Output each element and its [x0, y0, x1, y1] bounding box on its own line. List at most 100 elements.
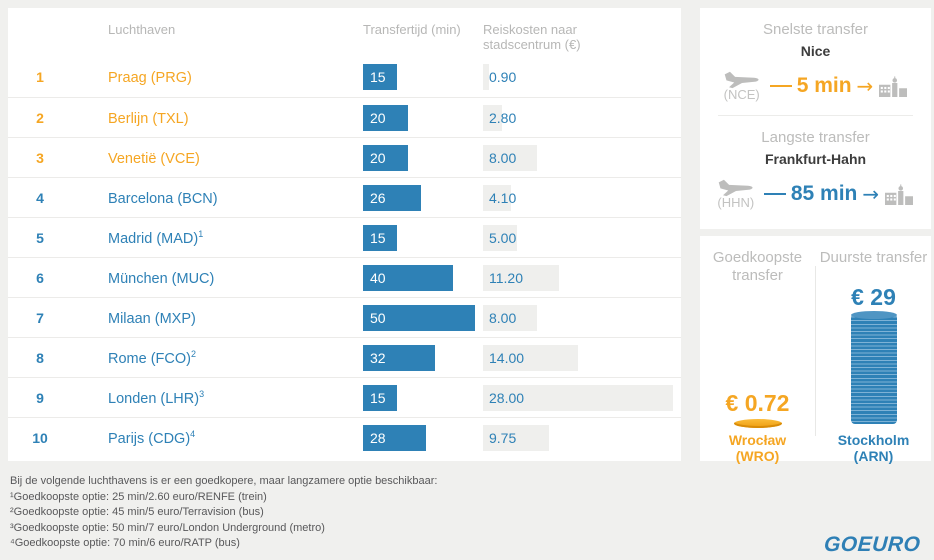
- rank-number: 2: [36, 109, 44, 126]
- transfer-time-bar: 20: [363, 104, 408, 131]
- cost-bar: [483, 344, 578, 371]
- footnote-3: ³Goedkoopste optie: 50 min/7 euro/London…: [10, 521, 325, 534]
- transfer-time-value: 20: [370, 149, 386, 166]
- cost-bar: [483, 104, 502, 131]
- transfer-time-value: 20: [370, 109, 386, 126]
- rank-number: 5: [36, 229, 44, 246]
- transfer-time-cell: 50: [363, 304, 483, 331]
- right-arrow-icon: →: [862, 182, 880, 206]
- cheapest-city-name: Wrocław: [728, 432, 787, 448]
- footnote-2: ²Goedkoopste optie: 45 min/5 euro/Terrav…: [10, 506, 264, 518]
- most-expensive-city: Stockholm (ARN): [816, 432, 931, 464]
- cost-value: 28.00: [489, 389, 525, 406]
- cost-cell: 8.00: [483, 144, 681, 171]
- transfer-time-bar: 15: [363, 384, 397, 411]
- transfer-time-value: 15: [370, 229, 386, 246]
- airport-name: Barcelona (BCN): [108, 190, 218, 207]
- transfer-time-bar: 26: [363, 184, 421, 211]
- most-expensive-city-code: (ARN): [853, 448, 894, 464]
- cost-value: 14.00: [489, 349, 525, 366]
- transfer-time-bar: 15: [363, 64, 397, 90]
- fastest-transfer-title: Snelste transfer: [762, 21, 869, 38]
- cost-value: 8.00: [489, 149, 517, 166]
- transfer-time-cell: 20: [363, 144, 483, 171]
- cost-cell: 0.90: [483, 64, 681, 90]
- airport-transfer-table: Luchthaven Transfertijd (min) Reiskosten…: [8, 8, 681, 461]
- transfer-time-bar: 28: [363, 424, 426, 451]
- city-icon: [885, 183, 914, 205]
- cost-bar: [483, 184, 511, 211]
- transfer-time-cell: 15: [363, 224, 483, 251]
- airport-name: Milaan (MXP): [108, 310, 196, 327]
- fastest-transfer-route: (NCE) 5 min →: [700, 65, 931, 107]
- transfer-time-value: 50: [370, 309, 386, 326]
- cheapest-price: € 0.72: [725, 390, 790, 416]
- rank-number: 4: [36, 189, 44, 206]
- longest-transfer-minutes: 85 min: [790, 182, 858, 205]
- most-expensive-price: € 29: [851, 284, 896, 310]
- rank-number: 6: [36, 269, 44, 286]
- airport-name: Parijs (CDG)4: [108, 428, 196, 447]
- cheapest-transfer-section: Goedkoopste transfer € 0.72 Wrocław (WRO…: [700, 236, 815, 464]
- transfer-time-cell: 20: [363, 104, 483, 131]
- transfer-time-cell: 15: [363, 64, 483, 90]
- longest-transfer-section: Langste transfer Frankfurt-Hahn (HHN) 85…: [700, 116, 931, 215]
- most-expensive-transfer-title: Duurste transfer: [819, 249, 928, 266]
- transfer-time-value: 28: [370, 429, 386, 446]
- coin-stack-icon: [850, 311, 897, 424]
- cost-value: 9.75: [489, 429, 517, 446]
- footnotes: Bij de volgende luchthavens is er een go…: [10, 474, 437, 552]
- transfer-time-cell: 28: [363, 424, 483, 451]
- cost-value: 11.20: [489, 269, 523, 286]
- cost-cell: 9.75: [483, 424, 681, 451]
- table-row: 5 Madrid (MAD)1 15 5.00: [8, 217, 681, 257]
- cost-bar: [483, 224, 517, 251]
- cost-value: 2.80: [489, 109, 517, 126]
- most-expensive-transfer-section: Duurste transfer € 29 Stockholm (ARN): [816, 236, 931, 464]
- table-row: 2 Berlijn (TXL) 20 2.80: [8, 97, 681, 137]
- airport-name: Rome (FCO)2: [108, 348, 196, 367]
- cost-extremes-panel: Goedkoopste transfer € 0.72 Wrocław (WRO…: [700, 236, 931, 464]
- airport-name: München (MUC): [108, 270, 215, 287]
- cost-value: 8.00: [489, 309, 517, 326]
- cost-bar: [483, 144, 537, 171]
- transfer-time-value: 26: [370, 189, 386, 206]
- transfer-time-bar: 15: [363, 224, 397, 251]
- transfer-time-cell: 40: [363, 264, 483, 291]
- panel-divider: [718, 115, 913, 116]
- coin-icon: [733, 419, 782, 428]
- rank-number: 1: [36, 69, 44, 85]
- cost-cell: 11.20: [483, 264, 681, 291]
- cheapest-city-code: (WRO): [735, 448, 780, 464]
- longest-transfer-title: Langste transfer: [761, 129, 870, 146]
- transfer-time-bar: 40: [363, 264, 453, 291]
- footnote-intro: Bij de volgende luchthavens is er een go…: [10, 475, 438, 487]
- longest-transfer-airport: Frankfurt-Hahn: [764, 151, 867, 167]
- cost-value: 4.10: [489, 189, 517, 206]
- fastest-transfer-minutes: 5 min: [796, 74, 852, 97]
- cost-bar: [483, 424, 549, 451]
- rank-number: 10: [32, 429, 48, 446]
- footnote-1: ¹Goedkoopste optie: 25 min/2.60 euro/REN…: [10, 490, 267, 503]
- rank-number: 3: [36, 149, 44, 166]
- cheapest-transfer-title: Goedkoopste transfer: [712, 249, 803, 284]
- transfer-time-value: 15: [370, 69, 386, 85]
- cost-bar: [483, 264, 559, 291]
- right-arrow-icon: →: [856, 74, 874, 98]
- cost-cell: 14.00: [483, 344, 681, 371]
- airport-name: Venetië (VCE): [108, 150, 200, 167]
- transfer-time-cell: 26: [363, 184, 483, 211]
- city-icon: [879, 75, 908, 97]
- footnote-4: ⁴Goedkoopste optie: 70 min/6 euro/RATP (…: [10, 537, 240, 549]
- plane-icon: [718, 179, 753, 197]
- transfer-time-bar: 50: [363, 304, 475, 331]
- rank-number: 9: [36, 389, 44, 406]
- cost-cell: 28.00: [483, 384, 681, 411]
- table-row: 8 Rome (FCO)2 32 14.00: [8, 337, 681, 377]
- cheapest-city: Wrocław (WRO): [700, 432, 815, 464]
- fastest-airport-code: (NCE): [723, 87, 760, 102]
- transfer-time-value: 15: [370, 389, 386, 406]
- cost-cell: 8.00: [483, 304, 681, 331]
- table-row: 9 Londen (LHR)3 15 28.00: [8, 377, 681, 417]
- transfer-time-value: 32: [370, 349, 386, 366]
